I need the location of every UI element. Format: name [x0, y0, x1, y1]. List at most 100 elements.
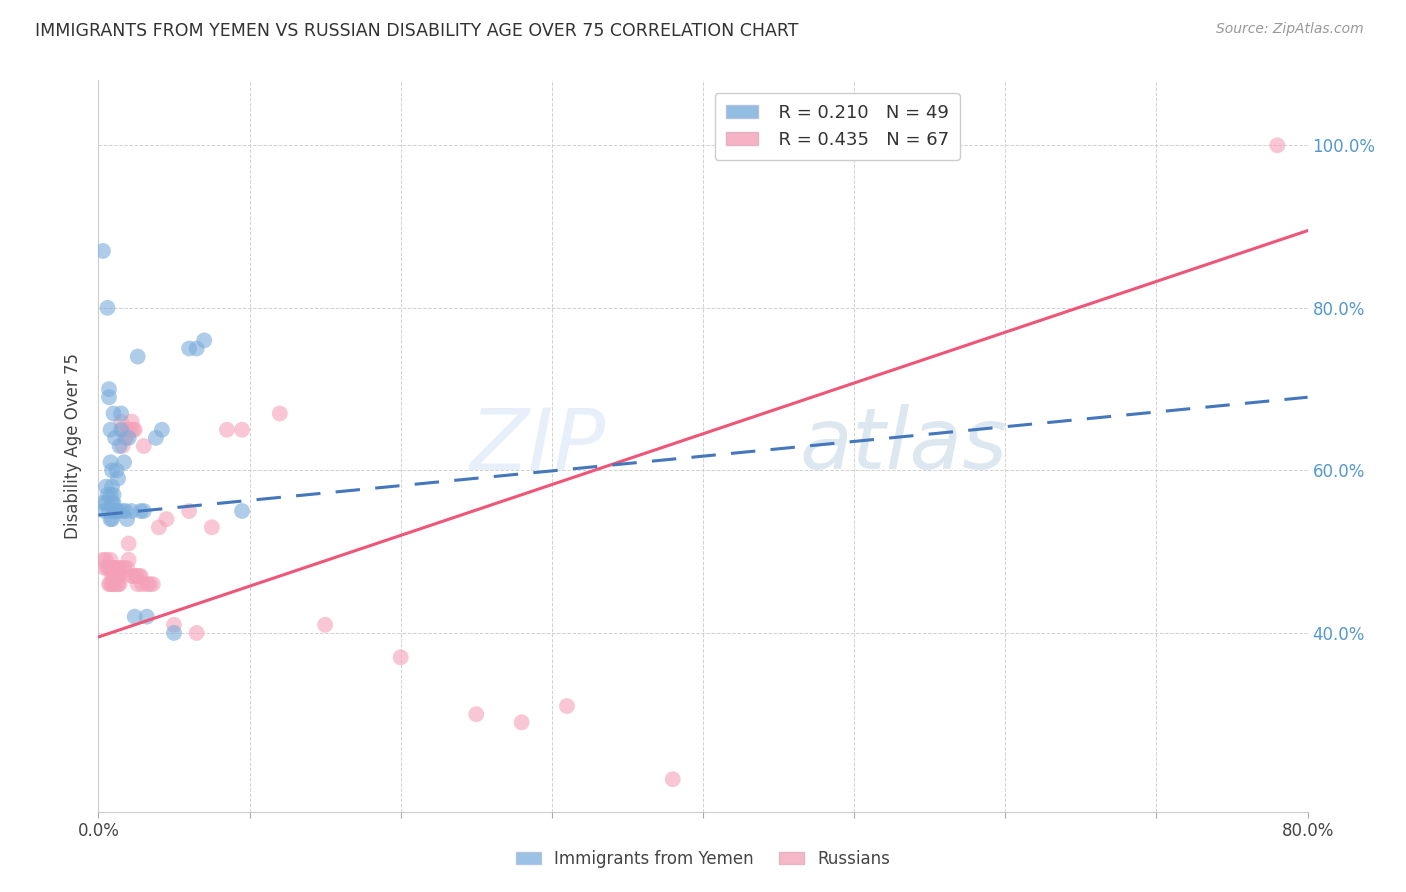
- Point: [101, 512, 124, 526]
- Point: [124, 609, 146, 624]
- Point: [110, 415, 132, 429]
- Point: [661, 772, 683, 787]
- Point: [107, 569, 129, 583]
- Point: [107, 471, 129, 485]
- Point: [193, 334, 215, 348]
- Text: atlas: atlas: [800, 404, 1008, 488]
- Point: [110, 561, 132, 575]
- Point: [98, 382, 121, 396]
- Point: [91, 496, 114, 510]
- Point: [91, 553, 114, 567]
- Point: [94, 553, 117, 567]
- Point: [108, 439, 131, 453]
- Point: [124, 423, 146, 437]
- Point: [103, 569, 125, 583]
- Point: [118, 536, 141, 550]
- Point: [104, 561, 127, 575]
- Point: [101, 569, 124, 583]
- Point: [389, 650, 412, 665]
- Point: [115, 561, 138, 575]
- Point: [115, 512, 138, 526]
- Point: [186, 342, 208, 356]
- Point: [96, 488, 118, 502]
- Point: [122, 569, 145, 583]
- Point: [150, 423, 173, 437]
- Point: [186, 626, 208, 640]
- Point: [111, 423, 134, 437]
- Point: [107, 504, 129, 518]
- Point: [100, 553, 122, 567]
- Point: [114, 431, 136, 445]
- Legend:   R = 0.210   N = 49,   R = 0.435   N = 67: R = 0.210 N = 49, R = 0.435 N = 67: [714, 93, 960, 160]
- Point: [105, 561, 128, 575]
- Point: [231, 504, 253, 518]
- Point: [125, 569, 148, 583]
- Point: [131, 577, 153, 591]
- Point: [101, 577, 124, 591]
- Point: [111, 504, 134, 518]
- Point: [98, 504, 121, 518]
- Point: [103, 504, 125, 518]
- Point: [101, 463, 124, 477]
- Point: [163, 626, 186, 640]
- Point: [118, 553, 141, 567]
- Point: [121, 569, 143, 583]
- Point: [94, 496, 117, 510]
- Point: [98, 577, 121, 591]
- Point: [314, 617, 336, 632]
- Point: [100, 577, 122, 591]
- Point: [107, 561, 129, 575]
- Point: [93, 504, 115, 518]
- Point: [105, 569, 128, 583]
- Point: [93, 561, 115, 575]
- Point: [231, 423, 253, 437]
- Point: [115, 423, 138, 437]
- Point: [96, 561, 118, 575]
- Point: [100, 455, 122, 469]
- Point: [465, 707, 488, 722]
- Point: [125, 569, 148, 583]
- Point: [100, 488, 122, 502]
- Point: [100, 423, 122, 437]
- Legend: Immigrants from Yemen, Russians: Immigrants from Yemen, Russians: [509, 844, 897, 875]
- Point: [101, 496, 124, 510]
- Point: [110, 423, 132, 437]
- Point: [114, 504, 136, 518]
- Point: [142, 577, 165, 591]
- Point: [103, 407, 125, 421]
- Point: [91, 244, 114, 258]
- Point: [163, 617, 186, 632]
- Point: [129, 504, 152, 518]
- Text: IMMIGRANTS FROM YEMEN VS RUSSIAN DISABILITY AGE OVER 75 CORRELATION CHART: IMMIGRANTS FROM YEMEN VS RUSSIAN DISABIL…: [35, 22, 799, 40]
- Point: [148, 520, 170, 534]
- Point: [129, 569, 152, 583]
- Point: [100, 512, 122, 526]
- Point: [98, 561, 121, 575]
- Point: [112, 561, 135, 575]
- Point: [103, 496, 125, 510]
- Point: [121, 504, 143, 518]
- Point: [107, 577, 129, 591]
- Point: [105, 577, 128, 591]
- Point: [145, 431, 167, 445]
- Point: [155, 512, 177, 526]
- Point: [179, 504, 201, 518]
- Point: [128, 569, 150, 583]
- Point: [132, 504, 155, 518]
- Point: [103, 561, 125, 575]
- Point: [135, 577, 157, 591]
- Point: [105, 504, 128, 518]
- Point: [118, 431, 141, 445]
- Point: [103, 488, 125, 502]
- Text: Source: ZipAtlas.com: Source: ZipAtlas.com: [1216, 22, 1364, 37]
- Point: [96, 301, 118, 315]
- Point: [94, 480, 117, 494]
- Point: [201, 520, 224, 534]
- Point: [132, 439, 155, 453]
- Point: [120, 423, 142, 437]
- Point: [111, 439, 134, 453]
- Point: [108, 577, 131, 591]
- Point: [98, 390, 121, 404]
- Point: [179, 342, 201, 356]
- Point: [112, 455, 135, 469]
